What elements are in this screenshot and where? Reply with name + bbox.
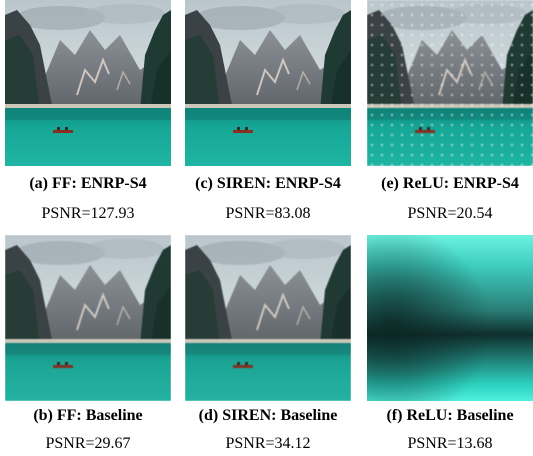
- panel-ff-baseline: (b) FF: Baseline PSNR=29.67: [5, 235, 171, 452]
- panel-relu-baseline: (f) ReLU: Baseline PSNR=13.68: [367, 235, 533, 452]
- psnr-b: PSNR=29.67: [45, 435, 131, 452]
- artifact-overlay: [367, 0, 533, 166]
- reconstructed-image-ff-baseline: [5, 235, 171, 401]
- panel-siren-enrp: (c) SIREN: ENRP-S4 PSNR=83.08: [185, 0, 351, 222]
- panel-siren-baseline: (d) SIREN: Baseline PSNR=34.12: [185, 235, 351, 452]
- psnr-c: PSNR=83.08: [225, 205, 311, 222]
- reconstructed-image-siren-enrp: [185, 0, 351, 166]
- caption-a: (a) FF: ENRP-S4: [29, 175, 147, 192]
- psnr-e: PSNR=20.54: [407, 205, 493, 222]
- caption-d: (d) SIREN: Baseline: [198, 407, 338, 424]
- caption-c: (c) SIREN: ENRP-S4: [195, 175, 341, 192]
- reconstructed-image-siren-baseline: [185, 235, 351, 401]
- caption-f: (f) ReLU: Baseline: [386, 407, 514, 424]
- caption-b: (b) FF: Baseline: [33, 407, 143, 424]
- caption-e: (e) ReLU: ENRP-S4: [381, 175, 519, 192]
- psnr-d: PSNR=34.12: [225, 435, 311, 452]
- reconstructed-image-ff-enrp: [5, 0, 171, 166]
- psnr-a: PSNR=127.93: [41, 205, 135, 222]
- psnr-f: PSNR=13.68: [407, 435, 493, 452]
- panel-relu-enrp: (e) ReLU: ENRP-S4 PSNR=20.54: [367, 0, 533, 222]
- reconstructed-image-relu-enrp: [367, 0, 533, 166]
- reconstructed-image-relu-baseline: [367, 235, 533, 401]
- panel-ff-enrp: (a) FF: ENRP-S4 PSNR=127.93: [5, 0, 171, 222]
